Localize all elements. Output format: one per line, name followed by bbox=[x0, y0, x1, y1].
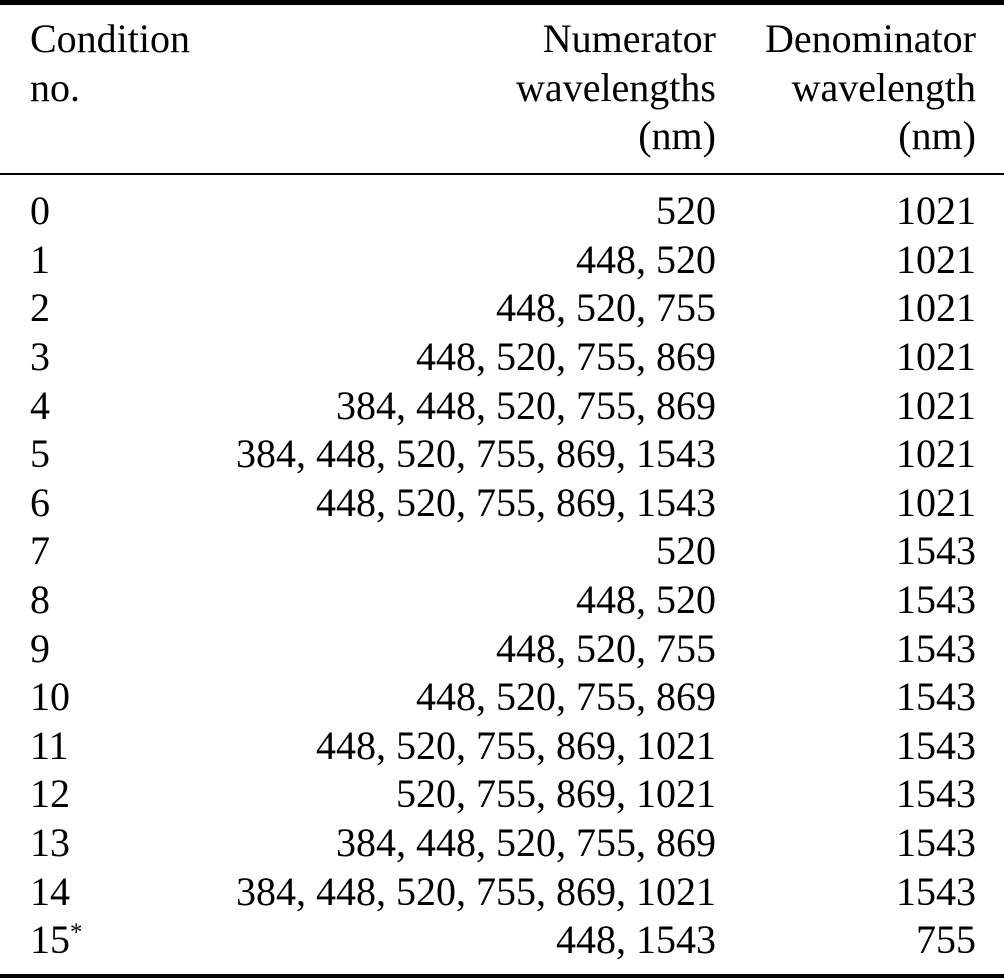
table-row: 6 448, 520, 755, 869, 1543 1021 bbox=[30, 479, 976, 528]
denominator-wavelength-cell: 1543 bbox=[896, 820, 976, 865]
numerator-wavelengths-cell: 448, 520 bbox=[576, 236, 716, 282]
numerator-header-line-2: wavelengths bbox=[516, 64, 716, 110]
table-row: 2 448, 520, 755 1021 bbox=[30, 284, 976, 333]
table-row: 4 384, 448, 520, 755, 869 1021 bbox=[30, 382, 976, 431]
table-row: 7 520 1543 bbox=[30, 527, 976, 576]
numerator-wavelengths-cell: 384, 448, 520, 755, 869 bbox=[336, 820, 716, 865]
table-row: 13 384, 448, 520, 755, 869 1543 bbox=[30, 819, 976, 868]
denominator-wavelength-cell: 1021 bbox=[896, 188, 976, 234]
denominator-wavelength-cell: 1543 bbox=[896, 868, 976, 914]
condition-footnote-marker: * bbox=[70, 918, 83, 946]
numerator-wavelengths-cell: 448, 520, 755, 869, 1543 bbox=[316, 479, 716, 525]
table-row: 15* 448, 1543 755 bbox=[30, 916, 976, 965]
table-row: 5 384, 448, 520, 755, 869, 1543 1021 bbox=[30, 430, 976, 479]
condition-number-cell: 15* bbox=[30, 917, 83, 963]
table-row: 12 520, 755, 869, 1021 1543 bbox=[30, 770, 976, 819]
condition-number-cell: 13 bbox=[30, 820, 70, 865]
table-row: 14 384, 448, 520, 755, 869, 1021 1543 bbox=[30, 868, 976, 917]
condition-number-cell: 9 bbox=[30, 625, 50, 671]
table-row: 9 448, 520, 755 1543 bbox=[30, 625, 976, 674]
table-row: 10 448, 520, 755, 869 1543 bbox=[30, 673, 976, 722]
numerator-wavelengths-cell: 384, 448, 520, 755, 869 bbox=[336, 382, 716, 428]
denominator-header-line-3: (nm) bbox=[898, 113, 976, 159]
condition-header-line-2: no. bbox=[30, 64, 80, 110]
denominator-wavelength-cell: 1543 bbox=[896, 722, 976, 768]
numerator-wavelengths-cell: 520 bbox=[656, 528, 716, 574]
condition-column-header: Condition no. bbox=[30, 15, 230, 161]
denominator-wavelength-cell: 1021 bbox=[896, 382, 976, 428]
numerator-wavelengths-cell: 384, 448, 520, 755, 869, 1021 bbox=[236, 868, 716, 914]
numerator-wavelengths-cell: 448, 520, 755 bbox=[496, 625, 716, 671]
numerator-wavelengths-cell: 448, 1543 bbox=[556, 917, 716, 963]
denominator-wavelength-cell: 1021 bbox=[896, 479, 976, 525]
denominator-wavelength-cell: 1543 bbox=[896, 577, 976, 623]
bottom-rule bbox=[0, 974, 1004, 978]
numerator-header-line-3: (nm) bbox=[638, 113, 716, 159]
numerator-wavelengths-cell: 448, 520, 755, 869 bbox=[416, 674, 716, 720]
denominator-header-line-2: wavelength bbox=[791, 64, 976, 110]
condition-number-cell: 10 bbox=[30, 674, 70, 720]
condition-number-cell: 8 bbox=[30, 577, 50, 623]
condition-number-cell: 12 bbox=[30, 771, 70, 817]
table-row: 8 448, 520 1543 bbox=[30, 576, 976, 625]
top-rule bbox=[0, 0, 1004, 5]
numerator-header-line-1: Numerator bbox=[542, 16, 716, 61]
denominator-wavelength-cell: 1543 bbox=[896, 674, 976, 720]
denominator-wavelength-cell: 1543 bbox=[896, 528, 976, 574]
condition-number-cell: 5 bbox=[30, 431, 50, 477]
numerator-wavelengths-cell: 520 bbox=[656, 188, 716, 234]
denominator-wavelength-cell: 1021 bbox=[896, 236, 976, 282]
numerator-wavelengths-cell: 448, 520, 755, 869 bbox=[416, 334, 716, 380]
table-row: 0 520 1021 bbox=[30, 187, 976, 236]
denominator-wavelength-cell: 1543 bbox=[896, 625, 976, 671]
condition-number-cell: 7 bbox=[30, 528, 50, 574]
numerator-wavelengths-cell: 448, 520 bbox=[576, 577, 716, 623]
numerator-wavelengths-cell: 448, 520, 755, 869, 1021 bbox=[316, 722, 716, 768]
denominator-wavelength-cell: 1543 bbox=[896, 771, 976, 817]
denominator-header-line-1: Denominator bbox=[764, 16, 976, 61]
header-rule bbox=[0, 172, 1004, 176]
numerator-wavelengths-cell: 448, 520, 755 bbox=[496, 285, 716, 331]
table-body: 0 520 1021 1 448, 520 1021 2 448, 520, 755 1021 3… bbox=[0, 175, 1004, 974]
denominator-column-header: Denominator wavelength (nm) bbox=[716, 15, 976, 161]
denominator-wavelength-cell: 1021 bbox=[896, 431, 976, 477]
table-row: 11 448, 520, 755, 869, 1021 1543 bbox=[30, 722, 976, 771]
denominator-wavelength-cell: 1021 bbox=[896, 334, 976, 380]
numerator-wavelengths-cell: 520, 755, 869, 1021 bbox=[396, 771, 716, 817]
condition-number-cell: 14 bbox=[30, 868, 70, 914]
condition-number-cell: 3 bbox=[30, 334, 50, 380]
numerator-wavelengths-cell: 384, 448, 520, 755, 869, 1543 bbox=[236, 431, 716, 477]
condition-number-cell: 6 bbox=[30, 479, 50, 525]
condition-number-cell: 1 bbox=[30, 236, 50, 282]
table-row: 1 448, 520 1021 bbox=[30, 236, 976, 285]
denominator-wavelength-cell: 1021 bbox=[896, 285, 976, 331]
condition-header-line-1: Condition bbox=[30, 16, 191, 61]
denominator-wavelength-cell: 755 bbox=[916, 917, 976, 963]
condition-number-cell: 2 bbox=[30, 285, 50, 331]
condition-number-cell: 11 bbox=[30, 722, 69, 768]
table-header: Condition no. Numerator wavelengths (nm)… bbox=[0, 5, 1004, 173]
condition-number-cell: 0 bbox=[30, 188, 50, 234]
table-row: 3 448, 520, 755, 869 1021 bbox=[30, 333, 976, 382]
numerator-column-header: Numerator wavelengths (nm) bbox=[230, 15, 716, 161]
condition-number-cell: 4 bbox=[30, 382, 50, 428]
